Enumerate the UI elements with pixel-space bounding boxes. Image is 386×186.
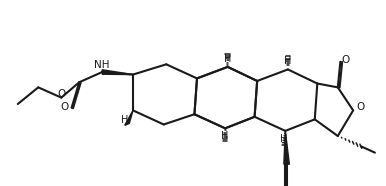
Text: O: O — [356, 102, 364, 112]
Text: H: H — [279, 134, 287, 144]
Polygon shape — [102, 70, 133, 75]
Text: H: H — [284, 56, 291, 66]
Text: NH: NH — [93, 60, 109, 70]
Text: O: O — [58, 89, 66, 99]
Text: O: O — [341, 55, 349, 65]
Text: H: H — [224, 54, 232, 64]
Text: H: H — [222, 131, 229, 141]
Polygon shape — [284, 131, 290, 164]
Polygon shape — [125, 110, 133, 125]
Text: H: H — [121, 115, 129, 125]
Text: O: O — [61, 102, 69, 112]
